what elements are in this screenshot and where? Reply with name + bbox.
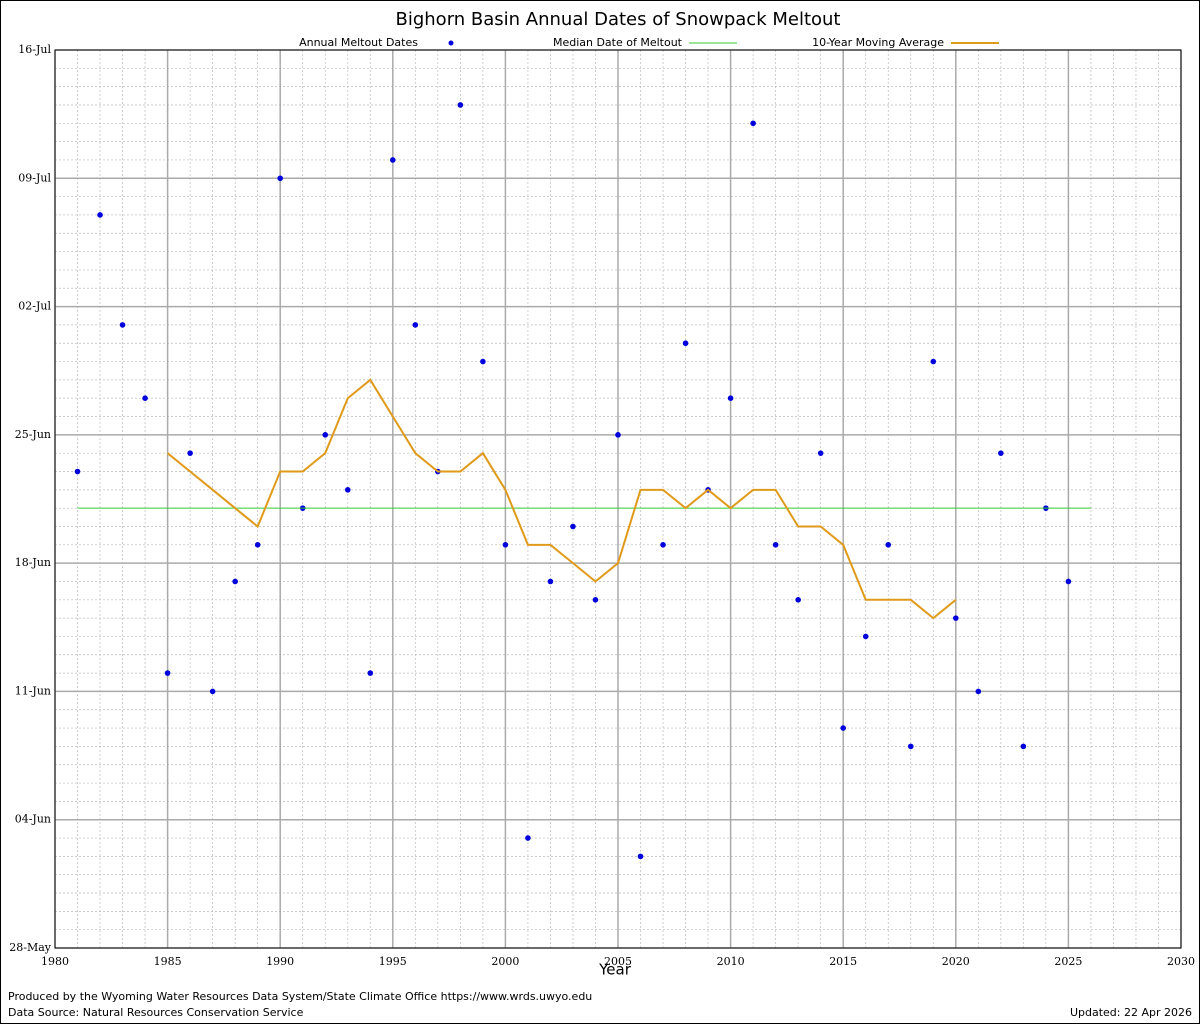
x-tick-label: 1995 <box>379 955 407 968</box>
y-tick-label: 18-Jun <box>15 556 51 569</box>
data-point <box>727 395 734 402</box>
y-tick-label: 09-Jul <box>18 171 51 184</box>
data-point <box>502 542 509 548</box>
data-point <box>344 487 351 493</box>
data-point <box>930 358 937 365</box>
data-point <box>570 523 576 530</box>
data-point <box>615 432 621 438</box>
data-point <box>862 633 869 640</box>
footer-text: Produced by the Wyoming Water Resources … <box>8 990 592 1003</box>
data-point <box>254 542 261 548</box>
y-tick-label: 16-Jul <box>18 43 51 56</box>
y-tick-label: 25-Jun <box>15 428 51 441</box>
x-tick-label: 2015 <box>829 955 857 968</box>
data-point <box>953 615 959 621</box>
data-point <box>1065 578 1072 585</box>
data-point <box>795 596 801 603</box>
data-point <box>322 432 329 438</box>
data-point <box>750 120 756 127</box>
y-tick-label: 02-Jul <box>18 300 51 313</box>
x-axis-label: Year <box>598 961 632 979</box>
legend-label: Median Date of Meltout <box>553 36 683 49</box>
data-point <box>164 670 171 676</box>
data-point <box>907 743 914 750</box>
data-point <box>660 542 666 548</box>
plot-border <box>54 49 1182 949</box>
x-tick-label: 2010 <box>717 955 745 968</box>
data-point <box>457 102 464 108</box>
data-point <box>840 725 846 731</box>
data-point <box>817 450 824 456</box>
x-tick-label: 1985 <box>154 955 182 968</box>
data-point <box>885 542 892 548</box>
footer-text: Data Source: Natural Resources Conservat… <box>8 1006 304 1019</box>
data-point <box>119 322 126 328</box>
data-point <box>480 358 486 365</box>
data-point <box>998 450 1004 456</box>
data-line <box>166 378 957 620</box>
x-tick-label: 2000 <box>491 955 519 968</box>
data-point <box>592 596 599 603</box>
data-point <box>142 395 148 402</box>
data-point <box>367 670 374 676</box>
y-tick-label: 04-Jun <box>15 813 51 826</box>
data-point <box>547 578 554 585</box>
footer-text: Updated: 22 Apr 2026 <box>1070 1006 1192 1019</box>
data-point <box>232 578 238 585</box>
x-tick-label: 1990 <box>266 955 294 968</box>
data-point <box>637 853 644 860</box>
legend-marker <box>448 40 454 46</box>
data-point <box>277 175 284 182</box>
data-point <box>1020 743 1027 750</box>
legend-label: 10-Year Moving Average <box>812 36 944 49</box>
x-tick-label: 2030 <box>1167 955 1195 968</box>
chart-title: Bighorn Basin Annual Dates of Snowpack M… <box>396 9 841 30</box>
data-point <box>390 157 396 163</box>
x-tick-label: 2025 <box>1054 955 1082 968</box>
x-tick-label: 1980 <box>41 955 69 968</box>
data-point <box>97 212 103 218</box>
data-point <box>412 322 419 328</box>
data-point <box>209 688 216 695</box>
data-point <box>772 542 779 548</box>
data-point <box>975 688 982 695</box>
data-point <box>74 468 81 475</box>
data-point <box>682 340 689 347</box>
y-tick-label: 11-Jun <box>15 684 51 697</box>
x-tick-label: 2020 <box>942 955 970 968</box>
data-point <box>187 450 193 456</box>
legend-label: Annual Meltout Dates <box>299 36 418 49</box>
data-point <box>525 835 531 841</box>
x-tick-label: 2005 <box>604 955 632 968</box>
y-tick-label: 28-May <box>9 941 52 954</box>
